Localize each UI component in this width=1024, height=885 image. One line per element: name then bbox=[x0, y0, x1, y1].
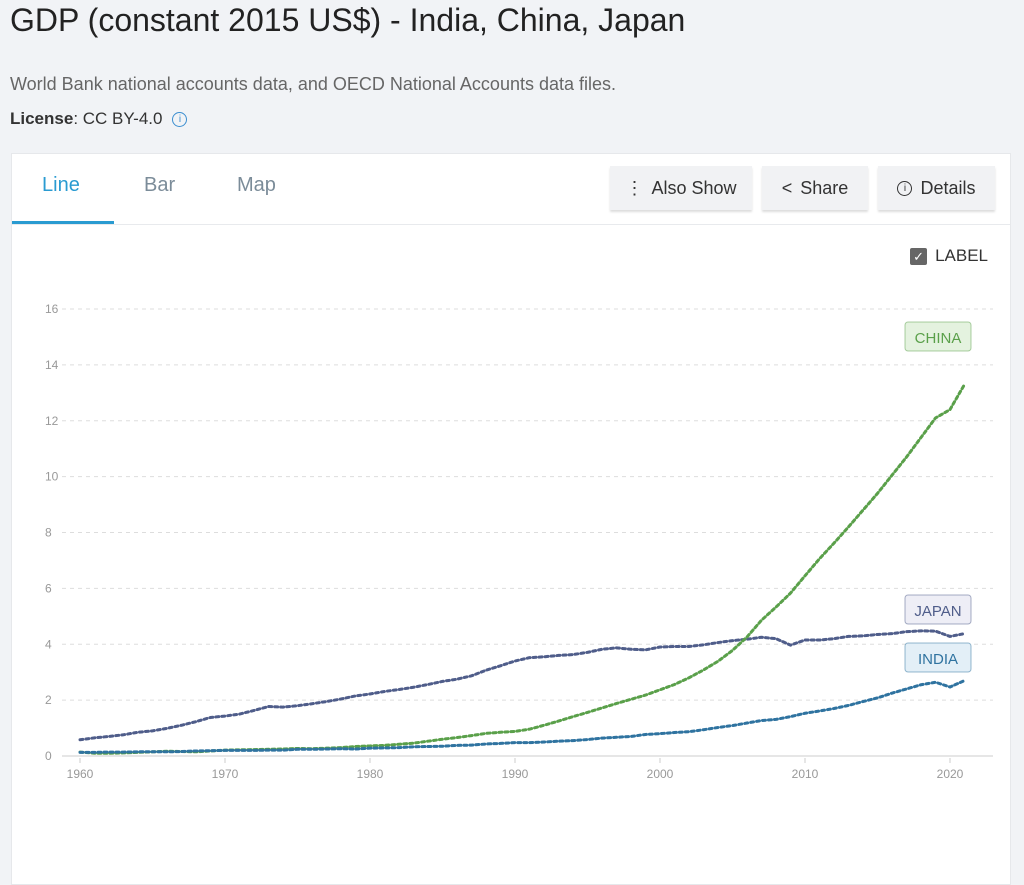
label-toggle[interactable]: ✓ LABEL bbox=[910, 246, 988, 266]
series-line-china bbox=[78, 382, 966, 755]
x-tick-label: 2000 bbox=[647, 767, 674, 781]
y-tick-label: 6 bbox=[45, 581, 52, 595]
chart-tabs: Line Bar Map ⋮ Also Show < Share i Details bbox=[12, 154, 1010, 225]
y-tick-label: 2 bbox=[45, 693, 52, 707]
x-tick-label: 1970 bbox=[212, 767, 239, 781]
tab-map[interactable]: Map bbox=[237, 174, 276, 196]
chart-card: Line Bar Map ⋮ Also Show < Share i Details … bbox=[11, 153, 1011, 885]
y-tick-label: 4 bbox=[45, 637, 52, 651]
y-tick-label: 14 bbox=[45, 358, 59, 372]
also-show-label: Also Show bbox=[651, 177, 737, 198]
page-title: GDP (constant 2015 US$) - India, China, … bbox=[10, 2, 686, 38]
y-tick-label: 8 bbox=[45, 526, 52, 540]
license-label: License bbox=[10, 109, 74, 128]
series-line-india bbox=[78, 679, 966, 754]
details-button[interactable]: i Details bbox=[878, 166, 995, 210]
license-value: : CC BY-4.0 bbox=[73, 109, 163, 128]
share-label: Share bbox=[800, 177, 849, 198]
y-tick-label: 10 bbox=[45, 470, 59, 484]
source-text: World Bank national accounts data, and O… bbox=[10, 74, 617, 94]
series-label-box bbox=[904, 594, 972, 625]
series-label-box bbox=[904, 642, 972, 673]
checkbox-checked-icon[interactable]: ✓ bbox=[910, 247, 928, 265]
x-tick-label: 2020 bbox=[937, 767, 964, 781]
series-label-china: CHINA bbox=[915, 330, 962, 347]
share-icon: < bbox=[781, 177, 793, 198]
y-tick-label: 16 bbox=[45, 302, 59, 316]
details-label: Details bbox=[920, 177, 976, 198]
also-show-button[interactable]: ⋮ Also Show bbox=[610, 166, 752, 210]
y-tick-label: 0 bbox=[45, 749, 52, 763]
active-tab-indicator bbox=[12, 221, 114, 224]
series-label-india: INDIA bbox=[918, 651, 958, 668]
series-label-japan: JAPAN bbox=[914, 603, 961, 620]
x-tick-label: 1990 bbox=[502, 767, 529, 781]
license: License: CC BY-4.0 i bbox=[10, 109, 188, 129]
x-tick-label: 1980 bbox=[357, 767, 384, 781]
series-line-japan bbox=[78, 629, 966, 742]
label-toggle-text: LABEL bbox=[935, 246, 988, 265]
info-icon[interactable]: i bbox=[172, 112, 188, 127]
x-tick-label: 2010 bbox=[792, 767, 819, 781]
info-icon: i bbox=[897, 180, 913, 196]
more-vertical-icon: ⋮ bbox=[625, 177, 644, 198]
tab-line[interactable]: Line bbox=[42, 174, 80, 196]
share-button[interactable]: < Share bbox=[762, 166, 868, 210]
tab-bar[interactable]: Bar bbox=[144, 174, 176, 196]
y-tick-label: 12 bbox=[45, 414, 59, 428]
series-label-box bbox=[904, 321, 972, 352]
x-tick-label: 1960 bbox=[67, 767, 94, 781]
